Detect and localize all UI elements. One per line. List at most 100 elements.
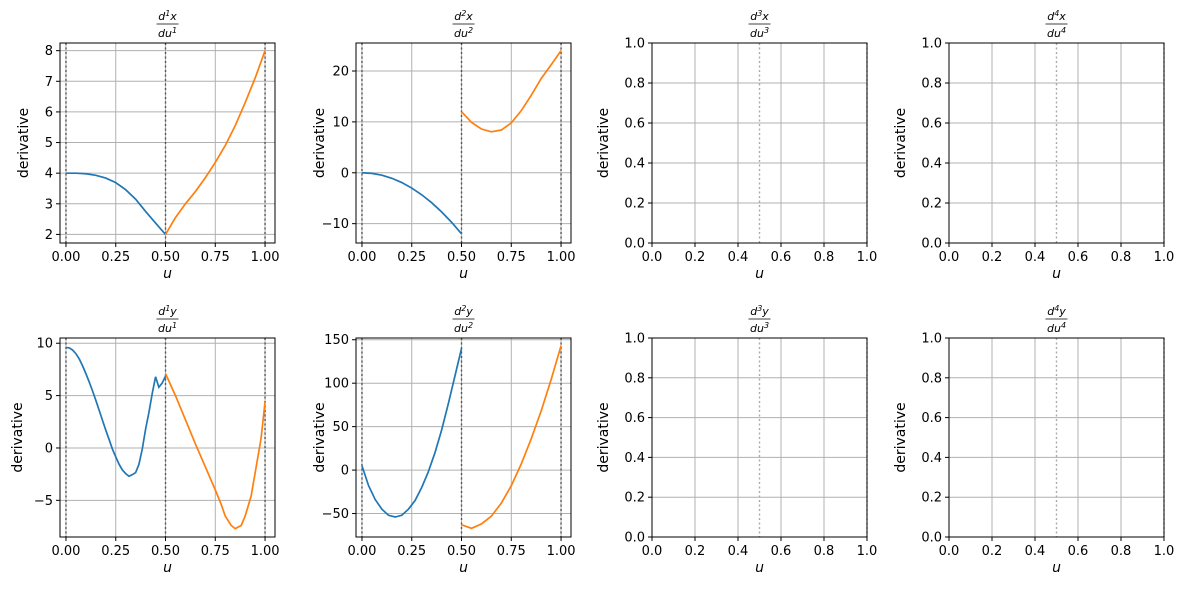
title-denominator: du3: [750, 26, 769, 40]
title-numerator: d1y: [158, 304, 177, 318]
y-tick-label: 0: [341, 166, 349, 181]
y-tick-label: 10: [36, 337, 53, 352]
y-tick-label: 50: [332, 420, 349, 435]
title-denominator: du2: [454, 321, 473, 335]
y-axis-label: derivative: [312, 402, 328, 472]
y-tick-label: 4: [45, 167, 53, 182]
x-tick-label: 0.4: [1025, 544, 1046, 559]
y-tick-label: 150: [324, 333, 349, 348]
y-tick-label: 0.2: [624, 491, 645, 506]
y-tick-label: 0.2: [921, 491, 942, 506]
y-tick-label: 0.6: [921, 117, 942, 132]
title-denominator: du3: [750, 321, 769, 335]
x-tick-label: 1.00: [547, 544, 576, 559]
y-axis-label: derivative: [596, 402, 612, 472]
x-tick-label: 0.2: [685, 544, 706, 559]
y-tick-label: 1.0: [624, 37, 645, 52]
y-tick-label: 1.0: [624, 332, 645, 347]
x-tick-label: 1.0: [1154, 544, 1175, 559]
x-tick-label: 0.6: [1068, 250, 1089, 265]
y-tick-label: 0.0: [624, 531, 645, 546]
y-tick-label: 1.0: [921, 332, 942, 347]
subplot-dy4: 0.0 0.2 0.4 0.6 0.8 1.0 0.0 0.2 0.4 0.6 0.8 1.0 u der…: [893, 304, 1174, 576]
title-denominator: du1: [158, 321, 177, 335]
title-numerator: d4x: [1047, 9, 1066, 23]
y-tick-label: 0.8: [921, 77, 942, 92]
axes-frame: [651, 42, 868, 244]
x-axis-label: u: [1052, 266, 1061, 282]
x-tick-label: 0.2: [982, 544, 1003, 559]
x-tick-label: 0.0: [939, 250, 960, 265]
subplot-dx4: 0.0 0.2 0.4 0.6 0.8 1.0 0.0 0.2 0.4 0.6 0.8 1.0 u der…: [893, 9, 1174, 282]
x-tick-label: 0.00: [51, 250, 80, 265]
y-tick-label: 0.4: [624, 157, 645, 172]
axes-frame: [948, 337, 1165, 538]
series-line-2: [164, 373, 266, 530]
series-line-1: [361, 348, 463, 518]
y-tick-label: 6: [45, 105, 53, 120]
x-tick-label: 0.50: [151, 544, 180, 559]
x-tick-label: 0.0: [642, 544, 663, 559]
y-tick-label: 1.0: [921, 37, 942, 52]
x-tick-label: 0.8: [814, 544, 835, 559]
x-tick-label: 0.6: [1068, 544, 1089, 559]
x-tick-label: 0.0: [939, 544, 960, 559]
y-tick-label: 8: [45, 44, 53, 59]
title-denominator: du4: [1047, 321, 1066, 335]
y-tick-label: 0.4: [921, 157, 942, 172]
series-line-2: [164, 50, 266, 235]
x-tick-label: 0.6: [771, 250, 792, 265]
title-numerator: d1x: [158, 9, 177, 23]
axes-frame: [355, 337, 572, 538]
x-tick-label: 0.4: [1025, 250, 1046, 265]
x-axis-label: u: [163, 266, 172, 282]
x-tick-label: 0.6: [771, 544, 792, 559]
y-tick-label: 0.4: [624, 451, 645, 466]
y-tick-label: 10: [332, 115, 349, 130]
subplot-dy2: 0.00 0.25 0.50 0.75 1.00 −50 0 50 100 150 u derivat…: [312, 304, 576, 576]
axes-frame: [59, 337, 276, 538]
x-tick-label: 0.25: [101, 250, 130, 265]
x-axis-label: u: [459, 560, 468, 576]
y-tick-label: 0.8: [624, 77, 645, 92]
x-tick-label: 0.75: [201, 250, 230, 265]
x-tick-label: 1.0: [1154, 250, 1175, 265]
x-tick-label: 0.00: [347, 544, 376, 559]
x-tick-label: 0.00: [347, 250, 376, 265]
y-tick-label: −5: [34, 494, 53, 509]
subplot-dy3: 0.0 0.2 0.4 0.6 0.8 1.0 0.0 0.2 0.4 0.6 0.8 1.0 u der…: [596, 304, 877, 576]
y-tick-label: 0.6: [624, 117, 645, 132]
subplot-dy1: 0.00 0.25 0.50 0.75 1.00 −5 0 5 10 u derivative d1y…: [10, 304, 280, 576]
x-tick-label: 0.25: [397, 544, 426, 559]
x-tick-label: 0.25: [101, 544, 130, 559]
title-denominator: du1: [158, 26, 177, 40]
y-tick-label: 0.2: [624, 197, 645, 212]
x-tick-label: 0.75: [497, 544, 526, 559]
y-axis-label: derivative: [893, 402, 909, 472]
y-tick-label: −10: [322, 217, 349, 232]
y-axis-label: derivative: [16, 108, 32, 178]
y-tick-label: 0.6: [921, 411, 942, 426]
title-denominator: du4: [1047, 26, 1066, 40]
title-numerator: d2y: [454, 304, 473, 318]
x-tick-label: 0.8: [1111, 544, 1132, 559]
y-tick-label: 7: [45, 75, 53, 90]
y-tick-label: 20: [332, 64, 349, 79]
title-numerator: d3x: [750, 9, 769, 23]
x-tick-label: 0.4: [728, 544, 749, 559]
x-tick-label: 0.8: [814, 250, 835, 265]
subplot-dx2: 0.00 0.25 0.50 0.75 1.00 −10 0 10 20 u derivative d…: [312, 9, 576, 282]
x-tick-label: 1.00: [547, 250, 576, 265]
x-tick-label: 0.4: [728, 250, 749, 265]
series-line-1: [65, 346, 167, 478]
x-axis-label: u: [163, 560, 172, 576]
axes-frame: [651, 337, 868, 538]
series-line-1: [361, 171, 463, 235]
x-axis-label: u: [1052, 560, 1061, 576]
